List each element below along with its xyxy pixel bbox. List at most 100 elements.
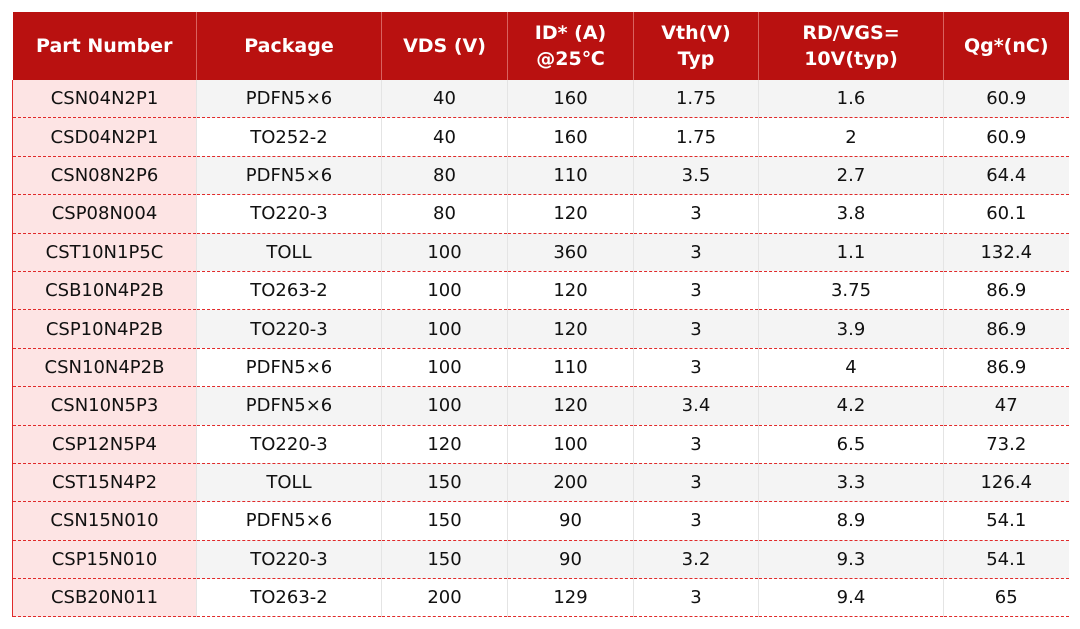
cell-vth: 3 bbox=[633, 463, 759, 503]
cell-part-number: CSN10N5P3 bbox=[12, 386, 197, 426]
header-row: Part Number Package VDS (V) ID* (A) @25℃ Vth… bbox=[12, 12, 1069, 80]
cell-package: TO220-3 bbox=[196, 309, 382, 349]
cell-vds: 150 bbox=[381, 540, 508, 580]
cell-package: TO263-2 bbox=[196, 578, 382, 618]
table-row: CSD04N2P1 TO252-2 40 160 1.75 2 60.9 bbox=[12, 117, 1069, 157]
column-header-package: Package bbox=[196, 12, 382, 80]
cell-vth: 3 bbox=[633, 425, 759, 464]
cell-vds: 100 bbox=[381, 309, 508, 349]
cell-package: TO263-2 bbox=[196, 271, 382, 311]
cell-qg: 73.2 bbox=[943, 425, 1069, 464]
cell-package: TO220-3 bbox=[196, 194, 382, 234]
column-header-qg: Qg*(nC) bbox=[943, 12, 1069, 80]
cell-package: TO220-3 bbox=[196, 425, 382, 464]
cell-qg: 132.4 bbox=[943, 233, 1069, 272]
cell-rds-on: 4 bbox=[758, 348, 944, 388]
column-header-vth: Vth(V) Typ bbox=[633, 12, 759, 80]
cell-id: 90 bbox=[507, 540, 634, 580]
cell-package: PDFN5×6 bbox=[196, 386, 382, 426]
table-row: CSP10N4P2B TO220-3 100 120 3 3.9 86.9 bbox=[12, 309, 1069, 349]
cell-id: 360 bbox=[507, 233, 634, 272]
cell-package: PDFN5×6 bbox=[196, 348, 382, 388]
cell-qg: 60.9 bbox=[943, 80, 1069, 119]
cell-qg: 86.9 bbox=[943, 309, 1069, 349]
cell-rds-on: 4.2 bbox=[758, 386, 944, 426]
cell-part-number: CST10N1P5C bbox=[12, 233, 197, 272]
cell-rds-on: 2.7 bbox=[758, 156, 944, 196]
cell-id: 110 bbox=[507, 156, 634, 196]
cell-vth: 1.75 bbox=[633, 80, 759, 119]
cell-qg: 60.1 bbox=[943, 194, 1069, 234]
cell-package: TO220-3 bbox=[196, 540, 382, 580]
cell-qg: 47 bbox=[943, 386, 1069, 426]
table-row: CSP08N004 TO220-3 80 120 3 3.8 60.1 bbox=[12, 194, 1069, 234]
cell-vds: 150 bbox=[381, 463, 508, 503]
cell-id: 160 bbox=[507, 117, 634, 157]
cell-rds-on: 3.8 bbox=[758, 194, 944, 234]
cell-part-number: CSP08N004 bbox=[12, 194, 197, 234]
table-row: CSN10N4P2B PDFN5×6 100 110 3 4 86.9 bbox=[12, 348, 1069, 388]
cell-vth: 3.5 bbox=[633, 156, 759, 196]
cell-qg: 60.9 bbox=[943, 117, 1069, 157]
cell-package: PDFN5×6 bbox=[196, 501, 382, 541]
table-row: CST10N1P5C TOLL 100 360 3 1.1 132.4 bbox=[12, 233, 1069, 272]
cell-part-number: CSP12N5P4 bbox=[12, 425, 197, 464]
cell-qg: 86.9 bbox=[943, 348, 1069, 388]
cell-part-number: CSN04N2P1 bbox=[12, 80, 197, 119]
cell-part-number: CSN15N010 bbox=[12, 501, 197, 541]
cell-qg: 64.4 bbox=[943, 156, 1069, 196]
mosfet-spec-table: Part Number Package VDS (V) ID* (A) @25℃ Vth… bbox=[12, 12, 1069, 618]
cell-vds: 100 bbox=[381, 233, 508, 272]
table-row: CSN08N2P6 PDFN5×6 80 110 3.5 2.7 64.4 bbox=[12, 156, 1069, 196]
cell-vth: 3 bbox=[633, 348, 759, 388]
cell-vth: 3 bbox=[633, 271, 759, 311]
table-row: CSP15N010 TO220-3 150 90 3.2 9.3 54.1 bbox=[12, 540, 1069, 580]
cell-vds: 100 bbox=[381, 271, 508, 311]
table-row: CSN04N2P1 PDFN5×6 40 160 1.75 1.6 60.9 bbox=[12, 80, 1069, 119]
cell-rds-on: 1.6 bbox=[758, 80, 944, 119]
cell-qg: 54.1 bbox=[943, 501, 1069, 541]
cell-id: 120 bbox=[507, 309, 634, 349]
cell-id: 200 bbox=[507, 463, 634, 503]
cell-rds-on: 1.1 bbox=[758, 233, 944, 272]
cell-package: PDFN5×6 bbox=[196, 80, 382, 119]
cell-part-number: CSB10N4P2B bbox=[12, 271, 197, 311]
cell-vds: 80 bbox=[381, 156, 508, 196]
cell-vds: 200 bbox=[381, 578, 508, 618]
cell-package: PDFN5×6 bbox=[196, 156, 382, 196]
cell-rds-on: 2 bbox=[758, 117, 944, 157]
cell-id: 129 bbox=[507, 578, 634, 618]
cell-vth: 3.4 bbox=[633, 386, 759, 426]
cell-rds-on: 3.9 bbox=[758, 309, 944, 349]
table-row: CSP12N5P4 TO220-3 120 100 3 6.5 73.2 bbox=[12, 425, 1069, 464]
table-row: CSB10N4P2B TO263-2 100 120 3 3.75 86.9 bbox=[12, 271, 1069, 311]
cell-vth: 3 bbox=[633, 578, 759, 618]
cell-vds: 120 bbox=[381, 425, 508, 464]
cell-vds: 100 bbox=[381, 348, 508, 388]
table-row: CSN15N010 PDFN5×6 150 90 3 8.9 54.1 bbox=[12, 501, 1069, 541]
cell-rds-on: 8.9 bbox=[758, 501, 944, 541]
table-row: CST15N4P2 TOLL 150 200 3 3.3 126.4 bbox=[12, 463, 1069, 503]
cell-qg: 54.1 bbox=[943, 540, 1069, 580]
cell-vds: 100 bbox=[381, 386, 508, 426]
cell-part-number: CSN10N4P2B bbox=[12, 348, 197, 388]
cell-part-number: CST15N4P2 bbox=[12, 463, 197, 503]
cell-rds-on: 3.75 bbox=[758, 271, 944, 311]
cell-rds-on: 6.5 bbox=[758, 425, 944, 464]
cell-package: TOLL bbox=[196, 233, 382, 272]
cell-vth: 3 bbox=[633, 501, 759, 541]
cell-id: 120 bbox=[507, 271, 634, 311]
table-body: CSN04N2P1 PDFN5×6 40 160 1.75 1.6 60.9 CSD04N2P… bbox=[12, 80, 1069, 618]
cell-package: TOLL bbox=[196, 463, 382, 503]
cell-id: 100 bbox=[507, 425, 634, 464]
column-header-vds: VDS (V) bbox=[381, 12, 508, 80]
cell-part-number: CSD04N2P1 bbox=[12, 117, 197, 157]
cell-vth: 3 bbox=[633, 309, 759, 349]
cell-part-number: CSP10N4P2B bbox=[12, 309, 197, 349]
cell-rds-on: 9.3 bbox=[758, 540, 944, 580]
cell-qg: 126.4 bbox=[943, 463, 1069, 503]
cell-package: TO252-2 bbox=[196, 117, 382, 157]
cell-part-number: CSN08N2P6 bbox=[12, 156, 197, 196]
cell-part-number: CSP15N010 bbox=[12, 540, 197, 580]
cell-qg: 65 bbox=[943, 578, 1069, 618]
